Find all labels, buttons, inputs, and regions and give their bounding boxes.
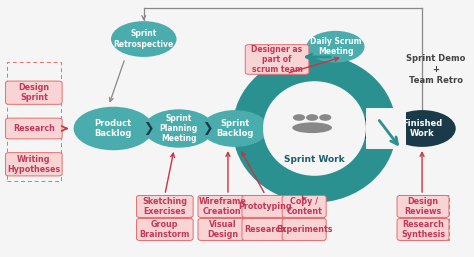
Bar [399,195,449,241]
Text: Design
Reviews: Design Reviews [404,197,442,216]
Text: Sprint Work: Sprint Work [284,155,345,164]
Bar [7,62,61,181]
Text: Sprint
Retrospective: Sprint Retrospective [114,29,174,49]
FancyBboxPatch shape [6,153,62,176]
FancyBboxPatch shape [198,196,246,217]
FancyBboxPatch shape [282,196,326,217]
Circle shape [306,114,318,121]
Ellipse shape [233,54,396,203]
Bar [138,195,191,241]
Text: Product
Backlog: Product Backlog [95,119,132,138]
Text: Designer as
part of
scrum team: Designer as part of scrum team [252,44,302,74]
Text: Research: Research [244,225,286,234]
FancyBboxPatch shape [245,45,309,74]
Text: Sketching
Exercises: Sketching Exercises [142,197,187,216]
FancyBboxPatch shape [282,218,326,241]
Circle shape [111,21,176,57]
Text: Prototyping: Prototyping [238,202,292,211]
Text: Copy /
Content: Copy / Content [286,197,322,216]
Text: Sprint
Backlog: Sprint Backlog [216,119,254,138]
Text: Group
Brainstorm: Group Brainstorm [140,220,190,239]
FancyBboxPatch shape [198,218,246,241]
Polygon shape [366,108,406,149]
FancyBboxPatch shape [397,196,449,217]
Text: Design
Sprint: Design Sprint [18,83,49,102]
Text: ❯: ❯ [143,122,154,135]
Text: Research: Research [13,124,55,133]
Text: Sprint
Planning
Meeting: Sprint Planning Meeting [160,114,198,143]
FancyBboxPatch shape [137,218,193,241]
Ellipse shape [292,122,332,133]
Circle shape [73,107,153,150]
FancyBboxPatch shape [242,218,288,241]
Circle shape [144,109,214,148]
Text: Sprint Demo
+
Team Retro: Sprint Demo + Team Retro [406,54,466,85]
Text: Experiments: Experiments [276,225,332,234]
Circle shape [319,114,331,121]
FancyBboxPatch shape [6,81,62,104]
Bar [201,195,324,241]
FancyBboxPatch shape [137,196,193,217]
Text: Writing
Hypotheses: Writing Hypotheses [7,155,61,174]
Ellipse shape [263,81,366,176]
Text: Research
Synthesis: Research Synthesis [401,220,445,239]
Text: Wireframe
Creation: Wireframe Creation [199,197,246,216]
Text: Finished
Work: Finished Work [402,119,442,138]
Text: Visual
Design: Visual Design [207,220,238,239]
FancyBboxPatch shape [397,218,449,241]
Circle shape [293,114,305,121]
Text: Daily Scrum
Meeting: Daily Scrum Meeting [310,37,361,56]
FancyBboxPatch shape [242,196,288,217]
Circle shape [307,31,365,62]
Text: ❯: ❯ [202,122,213,135]
Circle shape [388,110,456,147]
Circle shape [201,110,269,147]
FancyBboxPatch shape [6,118,62,139]
